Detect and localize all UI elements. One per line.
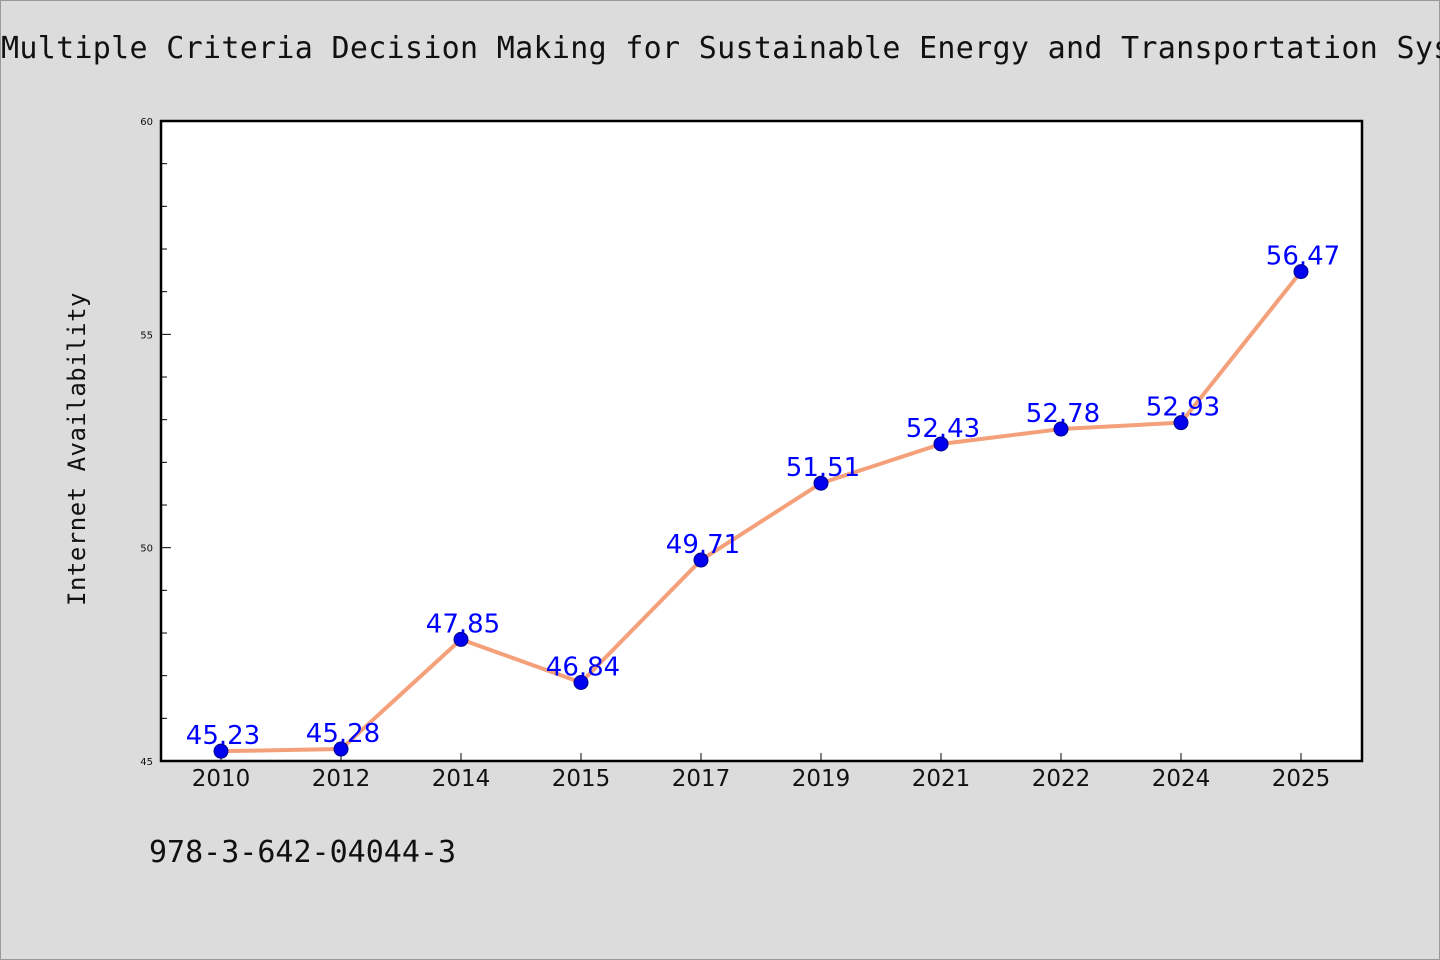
data-label: 46.84 bbox=[546, 652, 620, 682]
y-tick-label: 50 bbox=[140, 544, 153, 555]
isbn-text: 978-3-642-04044-3 bbox=[149, 835, 457, 870]
x-tick-label: 2024 bbox=[1152, 766, 1211, 792]
x-tick-label: 2014 bbox=[432, 766, 491, 792]
data-label: 52.43 bbox=[906, 414, 980, 444]
data-point bbox=[1053, 421, 1069, 437]
chart-title: Multiple Criteria Decision Making for Su… bbox=[1, 31, 1440, 66]
data-label: 51.51 bbox=[786, 453, 860, 483]
data-point bbox=[693, 552, 709, 568]
plot-area bbox=[159, 119, 1364, 763]
data-label: 49.71 bbox=[666, 530, 740, 560]
data-point bbox=[453, 631, 469, 647]
x-tick-label: 2021 bbox=[912, 766, 971, 792]
data-label: 45.28 bbox=[306, 719, 380, 749]
data-point bbox=[933, 436, 949, 452]
data-point bbox=[1293, 264, 1309, 280]
data-point bbox=[213, 743, 229, 759]
x-tick-label: 2015 bbox=[552, 766, 611, 792]
series-line bbox=[219, 269, 1303, 754]
x-tick-label: 2012 bbox=[312, 766, 371, 792]
y-tick-label: 45 bbox=[140, 757, 153, 768]
x-tick-label: 2010 bbox=[192, 766, 251, 792]
data-label: 52.78 bbox=[1026, 399, 1100, 429]
data-label: 56.47 bbox=[1266, 242, 1340, 272]
x-tick-label: 2022 bbox=[1032, 766, 1091, 792]
data-point bbox=[573, 674, 589, 690]
y-tick-label: 60 bbox=[140, 117, 153, 128]
data-point bbox=[813, 475, 829, 491]
x-tick-label: 2019 bbox=[792, 766, 851, 792]
data-label: 45.23 bbox=[186, 721, 260, 751]
data-point bbox=[333, 741, 349, 757]
data-point bbox=[1173, 415, 1189, 431]
data-label: 47.85 bbox=[426, 609, 500, 639]
x-tick-label: 2025 bbox=[1272, 766, 1331, 792]
data-label: 52.93 bbox=[1146, 393, 1220, 423]
y-tick-label: 55 bbox=[140, 330, 153, 341]
x-tick-label: 2017 bbox=[672, 766, 731, 792]
